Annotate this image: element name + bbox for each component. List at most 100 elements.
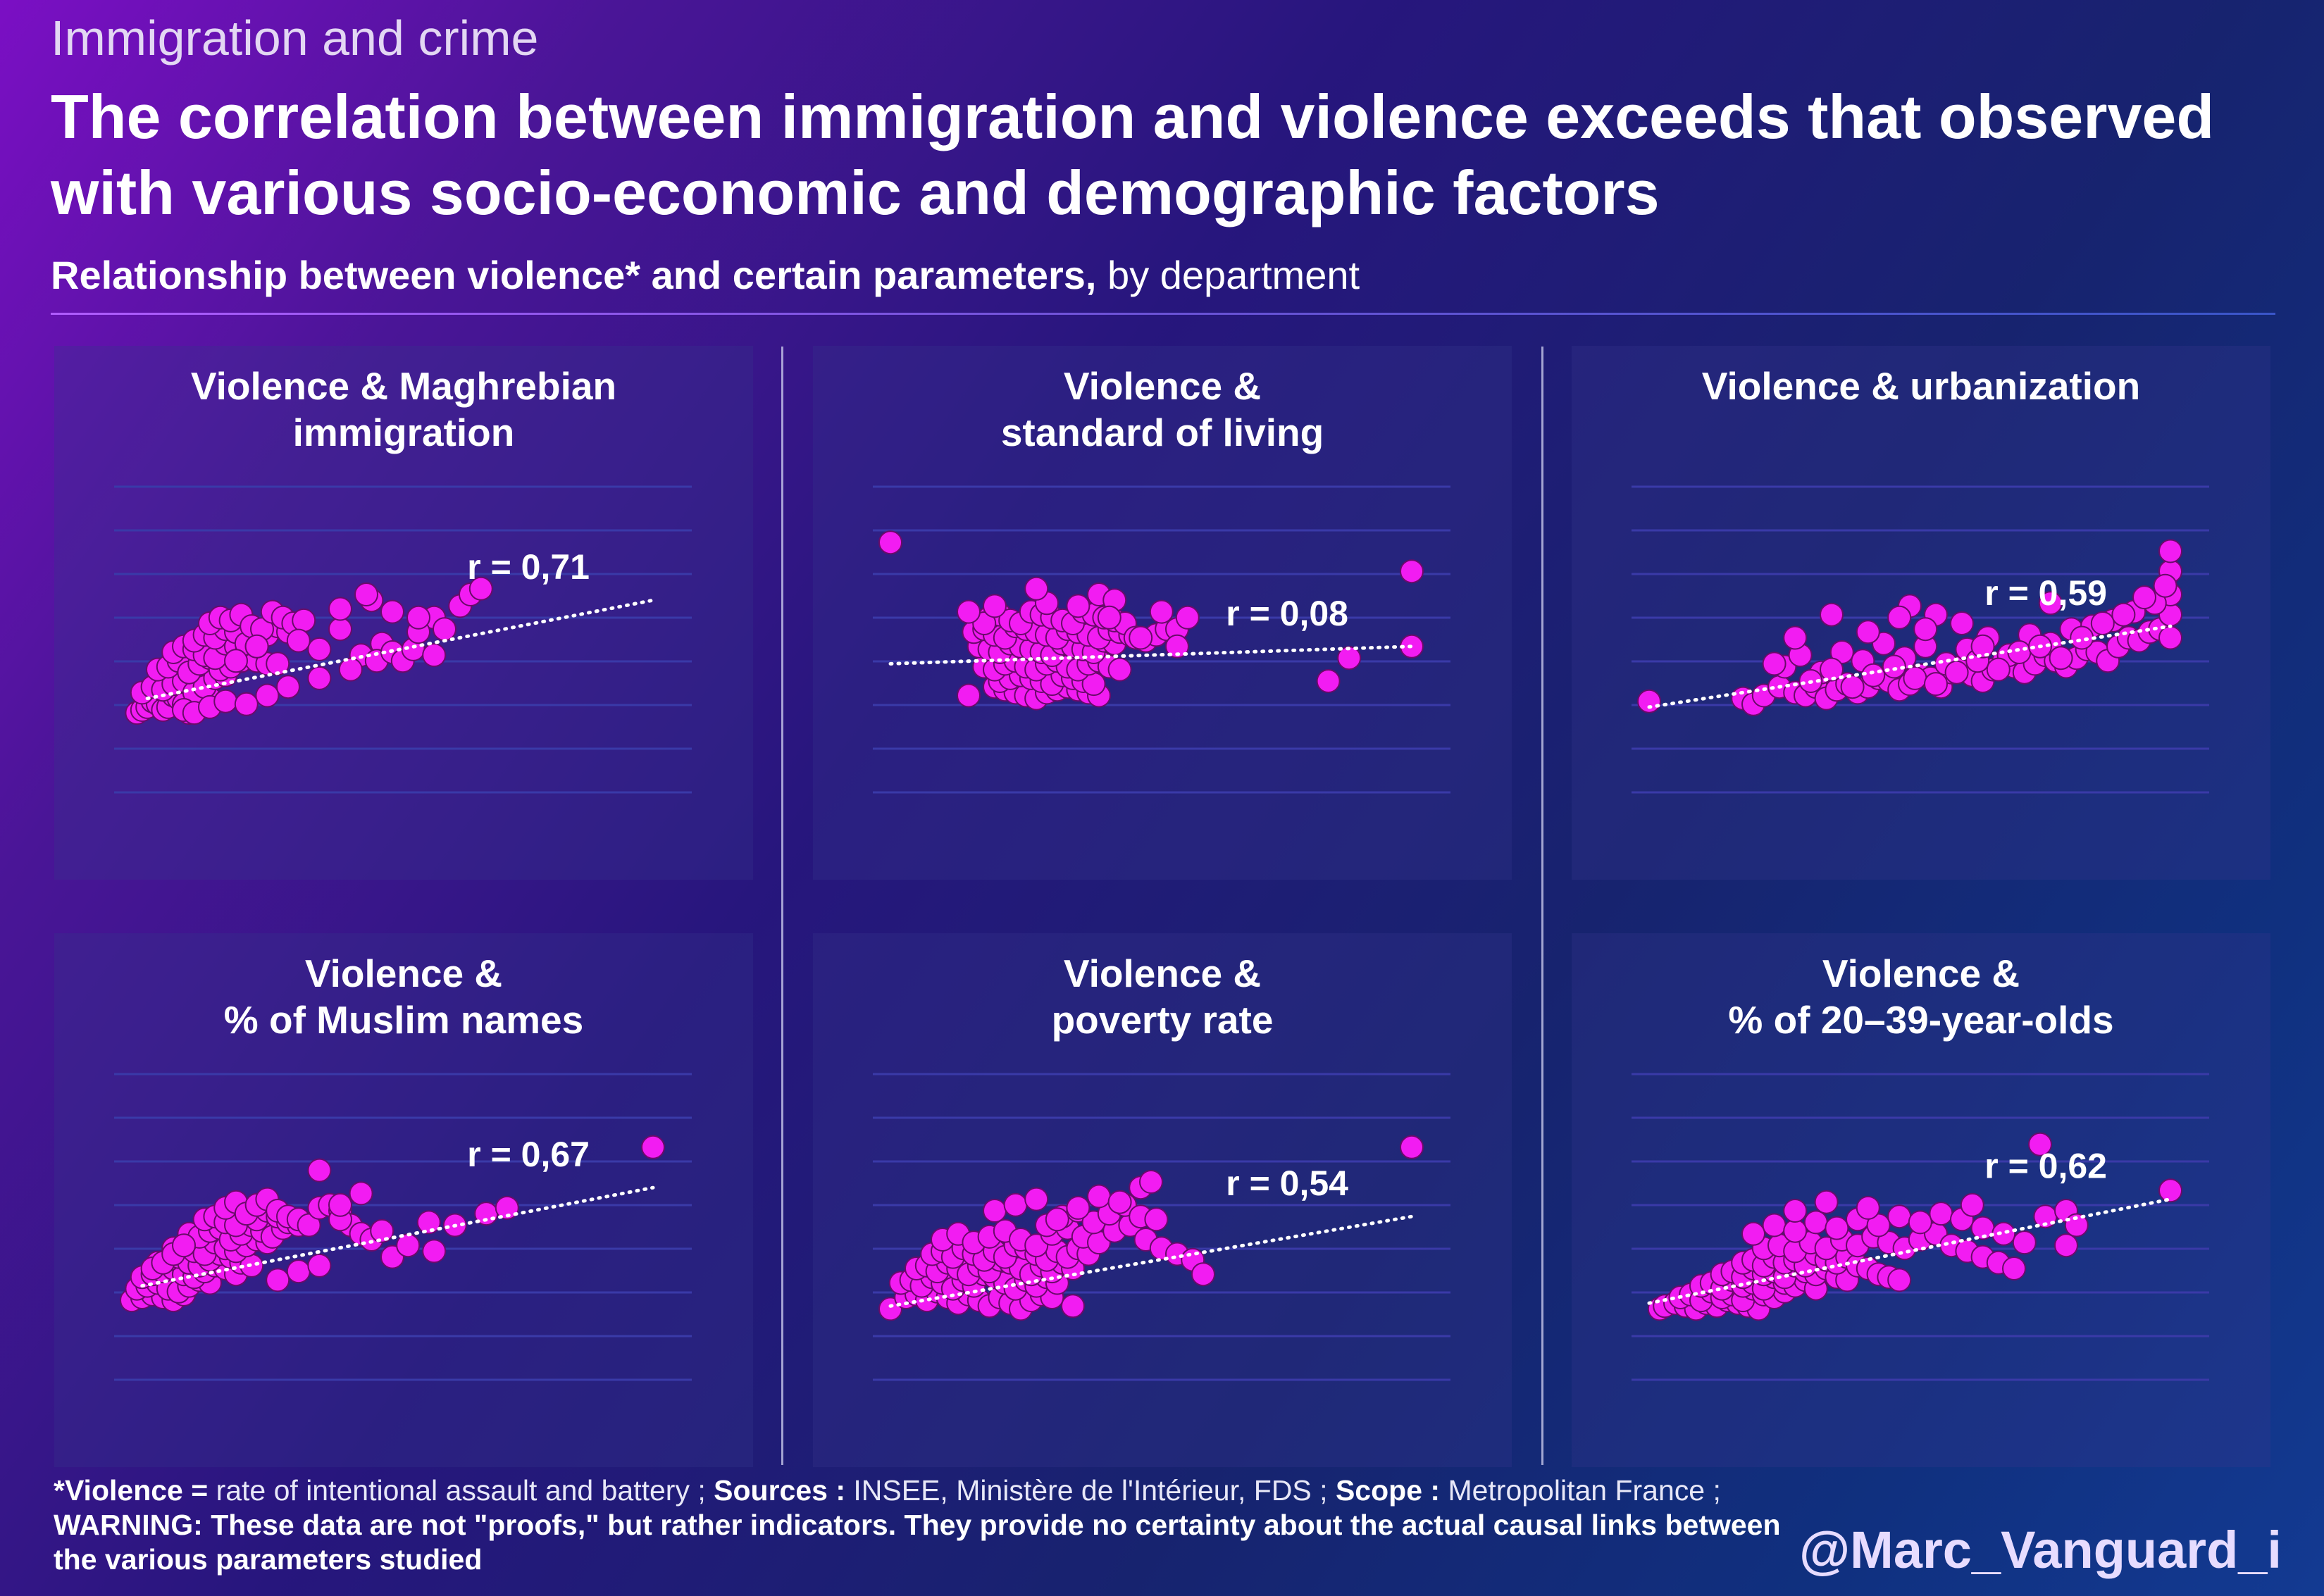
- data-point: [354, 582, 378, 606]
- chart-title-line1: Violence & urbanization: [1701, 364, 2141, 408]
- chart-title: Violence & urbanization: [1572, 363, 2270, 409]
- data-point: [1840, 675, 1865, 699]
- data-point: [2070, 625, 2094, 650]
- data-point: [1741, 1221, 1765, 1246]
- subtitle: Relationship between violence* and certa…: [51, 252, 1360, 298]
- data-point: [1866, 1213, 1891, 1237]
- data-point: [1783, 1218, 1808, 1243]
- data-point: [422, 643, 447, 668]
- data-point: [1149, 599, 1174, 624]
- chart-title-line2: % of Muslim names: [223, 998, 584, 1042]
- data-point: [416, 1210, 441, 1235]
- data-point: [641, 1135, 665, 1159]
- data-point: [1960, 1192, 1984, 1217]
- correlation-label: r = 0,71: [467, 547, 590, 587]
- chart-title: Violence & standard of living: [813, 363, 1512, 456]
- chart-title-line1: Violence & Maghrebian: [190, 364, 617, 408]
- data-point: [495, 1195, 519, 1220]
- data-point: [2111, 602, 2136, 627]
- data-point: [2054, 1233, 2078, 1258]
- trend-line: [140, 1185, 655, 1288]
- data-point: [1024, 576, 1049, 601]
- data-point: [1107, 1190, 1132, 1214]
- data-point: [1970, 634, 1995, 659]
- scatter-plot: r = 0,67: [114, 1073, 692, 1381]
- data-point: [276, 675, 300, 699]
- subtitle-bold: Relationship between violence* and certa…: [51, 253, 1097, 297]
- data-point: [1762, 1213, 1787, 1237]
- subtitle-rest: by department: [1096, 253, 1360, 297]
- data-point: [224, 649, 248, 673]
- trend-line: [1647, 624, 2173, 709]
- data-point: [1861, 663, 1886, 687]
- data-point: [2064, 1213, 2089, 1237]
- footnote-violence-text: rate of intentional assault and battery …: [208, 1474, 714, 1507]
- data-point: [1913, 617, 1938, 642]
- data-point: [292, 608, 316, 632]
- data-point: [1903, 666, 1927, 690]
- chart-panel-2: r = 0,08 Violence & standard of living: [813, 346, 1512, 880]
- data-point: [406, 605, 430, 630]
- data-point: [1762, 652, 1787, 676]
- scatter-plot: r = 0,62: [1632, 1073, 2209, 1381]
- data-point: [349, 1181, 373, 1206]
- data-point: [328, 617, 352, 642]
- data-point: [213, 689, 238, 713]
- data-point: [1087, 1184, 1111, 1209]
- data-point: [266, 1268, 290, 1292]
- data-point: [422, 1239, 447, 1264]
- data-point: [433, 617, 456, 642]
- chart-title: Violence & Maghrebian immigration: [54, 363, 753, 456]
- data-point: [1061, 1294, 1085, 1318]
- data-point: [1887, 1268, 1912, 1292]
- data-point: [266, 652, 290, 676]
- data-point: [1400, 1135, 1424, 1159]
- data-point: [1829, 640, 1854, 664]
- data-point: [1882, 654, 1906, 679]
- data-point: [1908, 1210, 1932, 1235]
- data-point: [1107, 657, 1132, 682]
- chart-panel-6: r = 0,62 Violence &% of 20–39-year-olds: [1572, 933, 2270, 1467]
- author-handle: @Marc_Vanguard_i: [1799, 1521, 2282, 1579]
- data-point: [1825, 1216, 1849, 1240]
- data-point: [1783, 625, 1808, 650]
- scatter-plot: r = 0,54: [873, 1073, 1450, 1381]
- footnote-sources-label: Sources :: [714, 1474, 845, 1507]
- footnote-line-2: WARNING: These data are not "proofs," bu…: [54, 1508, 1843, 1542]
- data-point: [1803, 1210, 1828, 1235]
- data-point: [1820, 657, 1844, 682]
- trend-line: [888, 1214, 1414, 1308]
- data-point: [307, 637, 332, 661]
- data-point: [983, 1199, 1007, 1223]
- data-point: [2002, 1257, 2026, 1280]
- footnote-line-3: the various parameters studied: [54, 1542, 1843, 1577]
- correlation-label: r = 0,54: [1226, 1164, 1348, 1203]
- data-point: [468, 576, 493, 601]
- footnote: *Violence = rate of intentional assault …: [54, 1473, 1843, 1577]
- data-point: [1337, 646, 1362, 671]
- data-point: [172, 1233, 196, 1258]
- chart-panel-5: r = 0,54 Violence & poverty rate: [813, 933, 1512, 1467]
- footnote-warning: WARNING: These data are not "proofs," bu…: [54, 1509, 1781, 1541]
- data-point: [1191, 1262, 1215, 1287]
- data-point: [2012, 1230, 2037, 1255]
- trend-line: [145, 598, 655, 701]
- data-point: [1856, 620, 1880, 644]
- footnote-violence-label: *Violence =: [54, 1474, 209, 1507]
- data-point: [1887, 605, 1912, 630]
- chart-panel-4: r = 0,67 Violence &% of Muslim names: [54, 933, 753, 1467]
- data-point: [307, 1253, 332, 1278]
- correlation-label: r = 0,59: [1984, 573, 2107, 613]
- data-point: [1637, 689, 1661, 713]
- data-point: [1024, 1187, 1049, 1211]
- kicker: Immigration and crime: [51, 11, 539, 66]
- page-title: The correlation between immigration and …: [51, 82, 2215, 227]
- correlation-label: r = 0,08: [1226, 594, 1348, 633]
- data-point: [2038, 591, 2063, 616]
- chart-title-line2: poverty rate: [1051, 998, 1274, 1042]
- data-point: [1814, 1190, 1839, 1214]
- data-point: [2158, 539, 2182, 563]
- chart-title: Violence &% of Muslim names: [54, 950, 753, 1043]
- chart-title-line1: Violence &: [1063, 364, 1262, 408]
- trend-line: [888, 644, 1414, 666]
